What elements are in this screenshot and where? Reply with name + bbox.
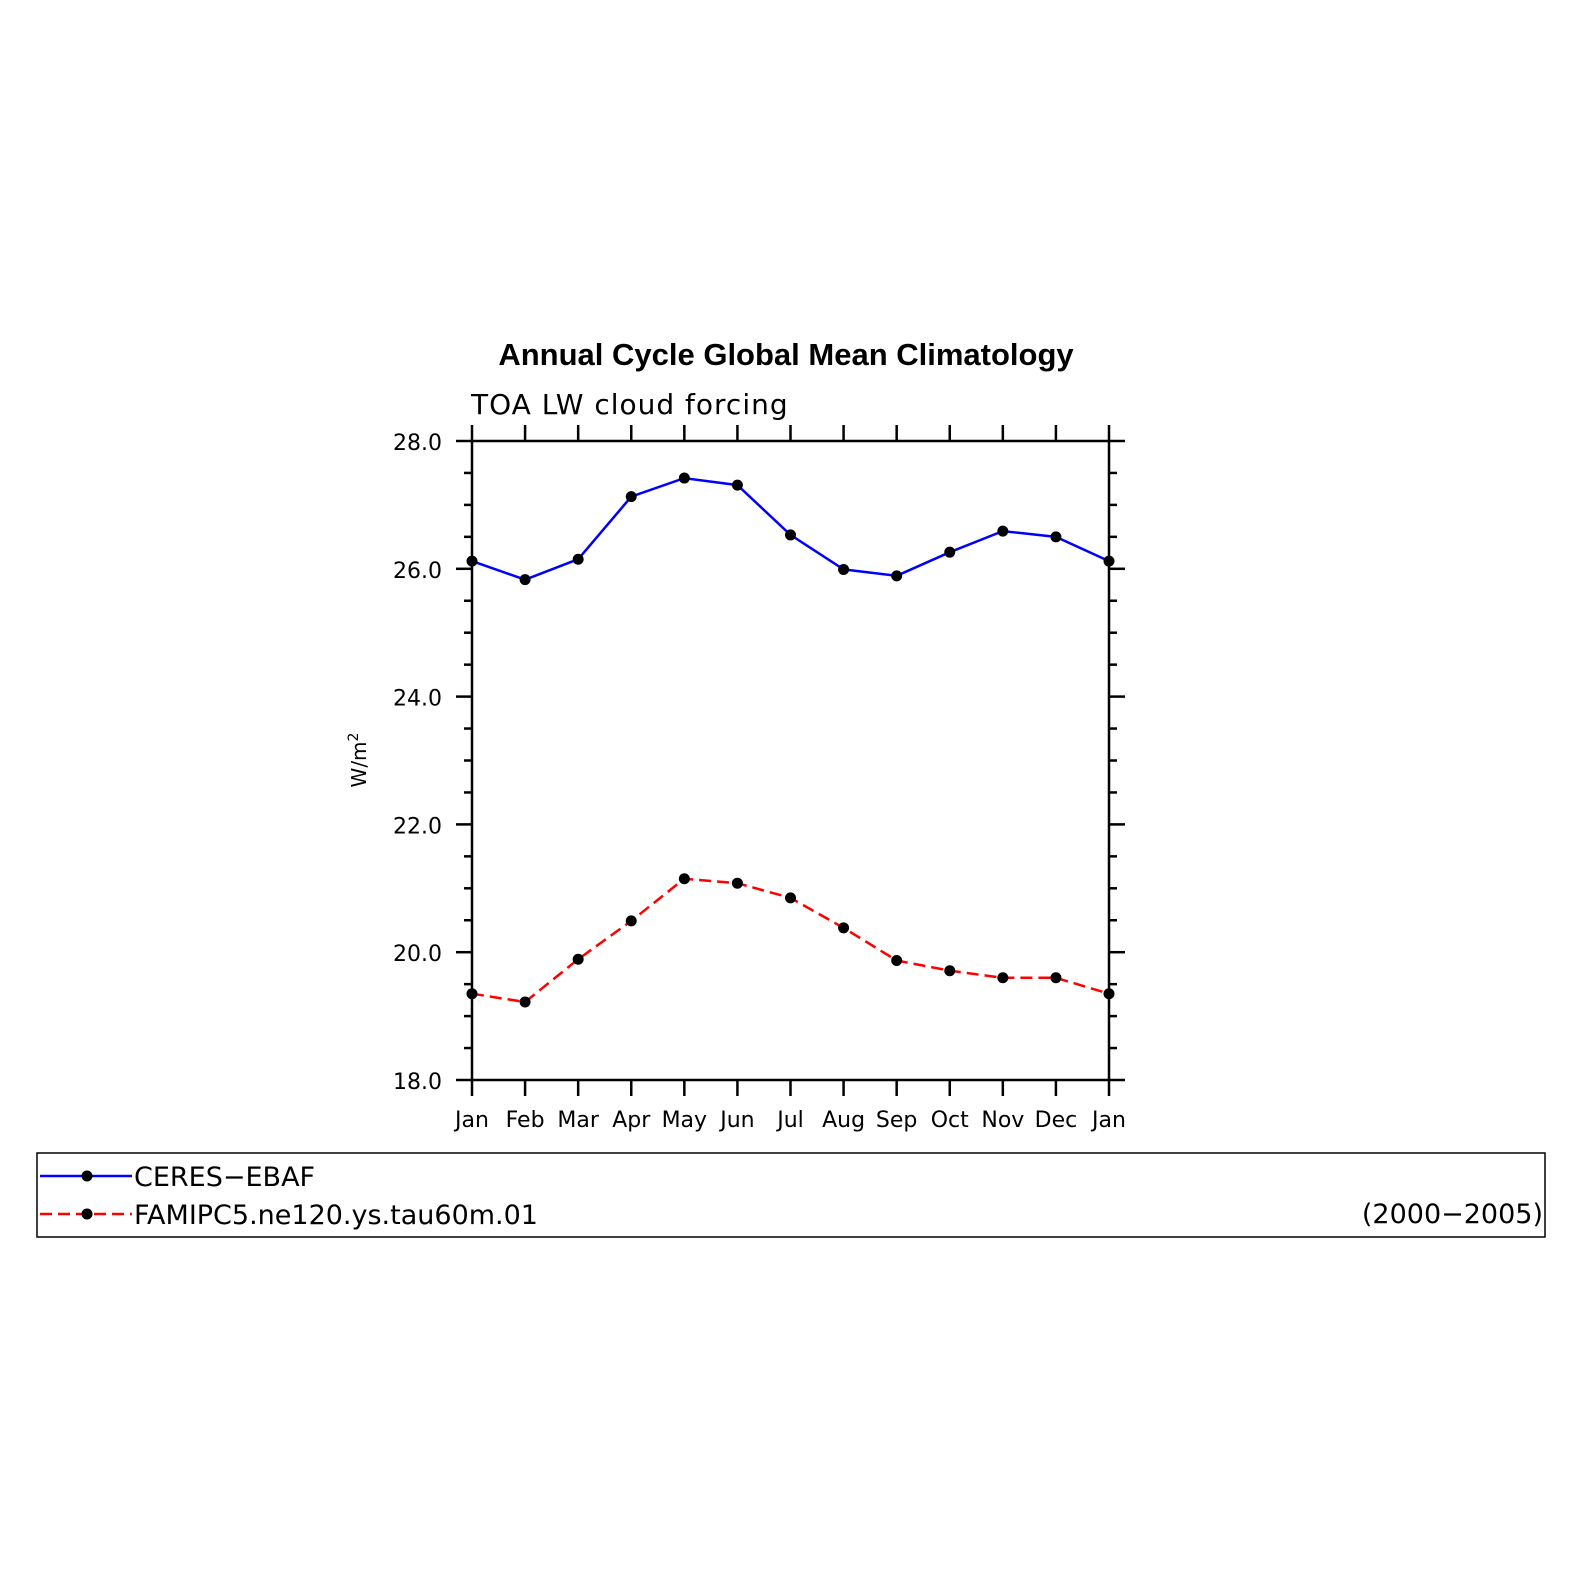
legend-label: FAMIPC5.ne120.ys.tau60m.01 <box>134 1200 538 1231</box>
x-tick-label: Dec <box>1035 1108 1078 1133</box>
data-point <box>891 570 903 582</box>
legend-marker <box>81 1170 93 1182</box>
x-tick-label: Nov <box>981 1108 1024 1133</box>
legend-note: (2000−2005) <box>1362 1199 1543 1230</box>
data-point <box>1103 555 1115 567</box>
series-lines <box>471 476 1110 1004</box>
x-tick-labels: Jan Feb Mar Apr May Jun Jul Aug Sep Oct Nov Dec Jan <box>453 1108 1126 1133</box>
legend-label: CERES−EBAF <box>134 1162 315 1193</box>
data-point <box>1050 972 1062 984</box>
data-point <box>678 873 690 885</box>
y-tick-label: 20.0 <box>393 942 442 967</box>
data-point <box>1103 988 1115 1000</box>
y-tick-label: 18.0 <box>393 1070 442 1095</box>
chart-subtitle: TOA LW cloud forcing <box>470 388 789 421</box>
data-point <box>572 953 584 965</box>
axis-ticks <box>456 425 1125 1096</box>
y-tick-labels: 18.0 20.0 22.0 24.0 26.0 28.0 <box>393 431 442 1095</box>
data-point <box>997 972 1009 984</box>
data-point <box>678 472 690 484</box>
x-tick-label: Apr <box>612 1108 651 1133</box>
y-axis-label-unit: W/m <box>347 741 371 787</box>
legend-box <box>36 1152 1546 1238</box>
data-point <box>519 574 531 586</box>
data-point <box>625 915 637 927</box>
data-point <box>944 965 956 977</box>
y-tick-label: 28.0 <box>393 431 442 456</box>
data-point <box>625 491 637 503</box>
y-tick-label: 26.0 <box>393 559 442 584</box>
y-axis-label: W/m2 <box>346 733 371 788</box>
x-tick-label: Oct <box>931 1108 969 1133</box>
chart-title: Annual Cycle Global Mean Climatology <box>498 337 1074 372</box>
data-point <box>572 553 584 565</box>
x-tick-label: Aug <box>822 1108 865 1133</box>
data-point <box>838 563 850 575</box>
y-axis-label-superscript: 2 <box>346 733 362 742</box>
data-point <box>731 877 743 889</box>
data-point <box>891 955 903 967</box>
data-point <box>785 529 796 541</box>
data-point <box>997 525 1009 537</box>
data-point <box>466 988 478 1000</box>
data-point <box>1050 531 1062 543</box>
legend: CERES−EBAF FAMIPC5.ne120.ys.tau60m.01 <box>40 1162 538 1231</box>
y-tick-label: 22.0 <box>393 814 442 839</box>
x-tick-label: Jun <box>718 1108 754 1133</box>
x-tick-label: Jan <box>1090 1108 1126 1133</box>
series-markers <box>466 472 1115 1008</box>
data-point <box>466 555 478 567</box>
data-point <box>785 892 796 904</box>
series-line <box>471 476 1110 582</box>
x-tick-label: Jan <box>453 1108 489 1133</box>
legend-marker <box>81 1208 93 1220</box>
x-tick-label: Feb <box>506 1108 545 1133</box>
x-tick-label: Sep <box>876 1108 917 1133</box>
data-point <box>838 922 850 934</box>
data-point <box>519 996 531 1008</box>
x-tick-label: Mar <box>557 1108 599 1133</box>
data-point <box>731 479 743 491</box>
y-tick-label: 24.0 <box>393 687 442 712</box>
x-tick-label: Jul <box>775 1108 804 1133</box>
x-tick-label: May <box>662 1108 707 1133</box>
data-point <box>944 546 956 558</box>
